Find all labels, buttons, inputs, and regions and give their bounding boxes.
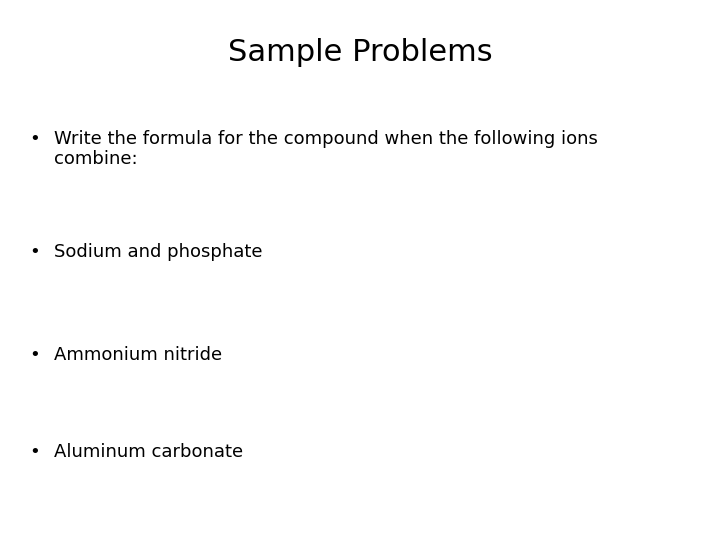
Text: Sodium and phosphate: Sodium and phosphate bbox=[54, 243, 263, 261]
Text: •: • bbox=[29, 443, 40, 461]
Text: •: • bbox=[29, 346, 40, 363]
Text: Sample Problems: Sample Problems bbox=[228, 38, 492, 67]
Text: •: • bbox=[29, 130, 40, 147]
Text: Write the formula for the compound when the following ions
combine:: Write the formula for the compound when … bbox=[54, 130, 598, 168]
Text: •: • bbox=[29, 243, 40, 261]
Text: Aluminum carbonate: Aluminum carbonate bbox=[54, 443, 243, 461]
Text: Ammonium nitride: Ammonium nitride bbox=[54, 346, 222, 363]
